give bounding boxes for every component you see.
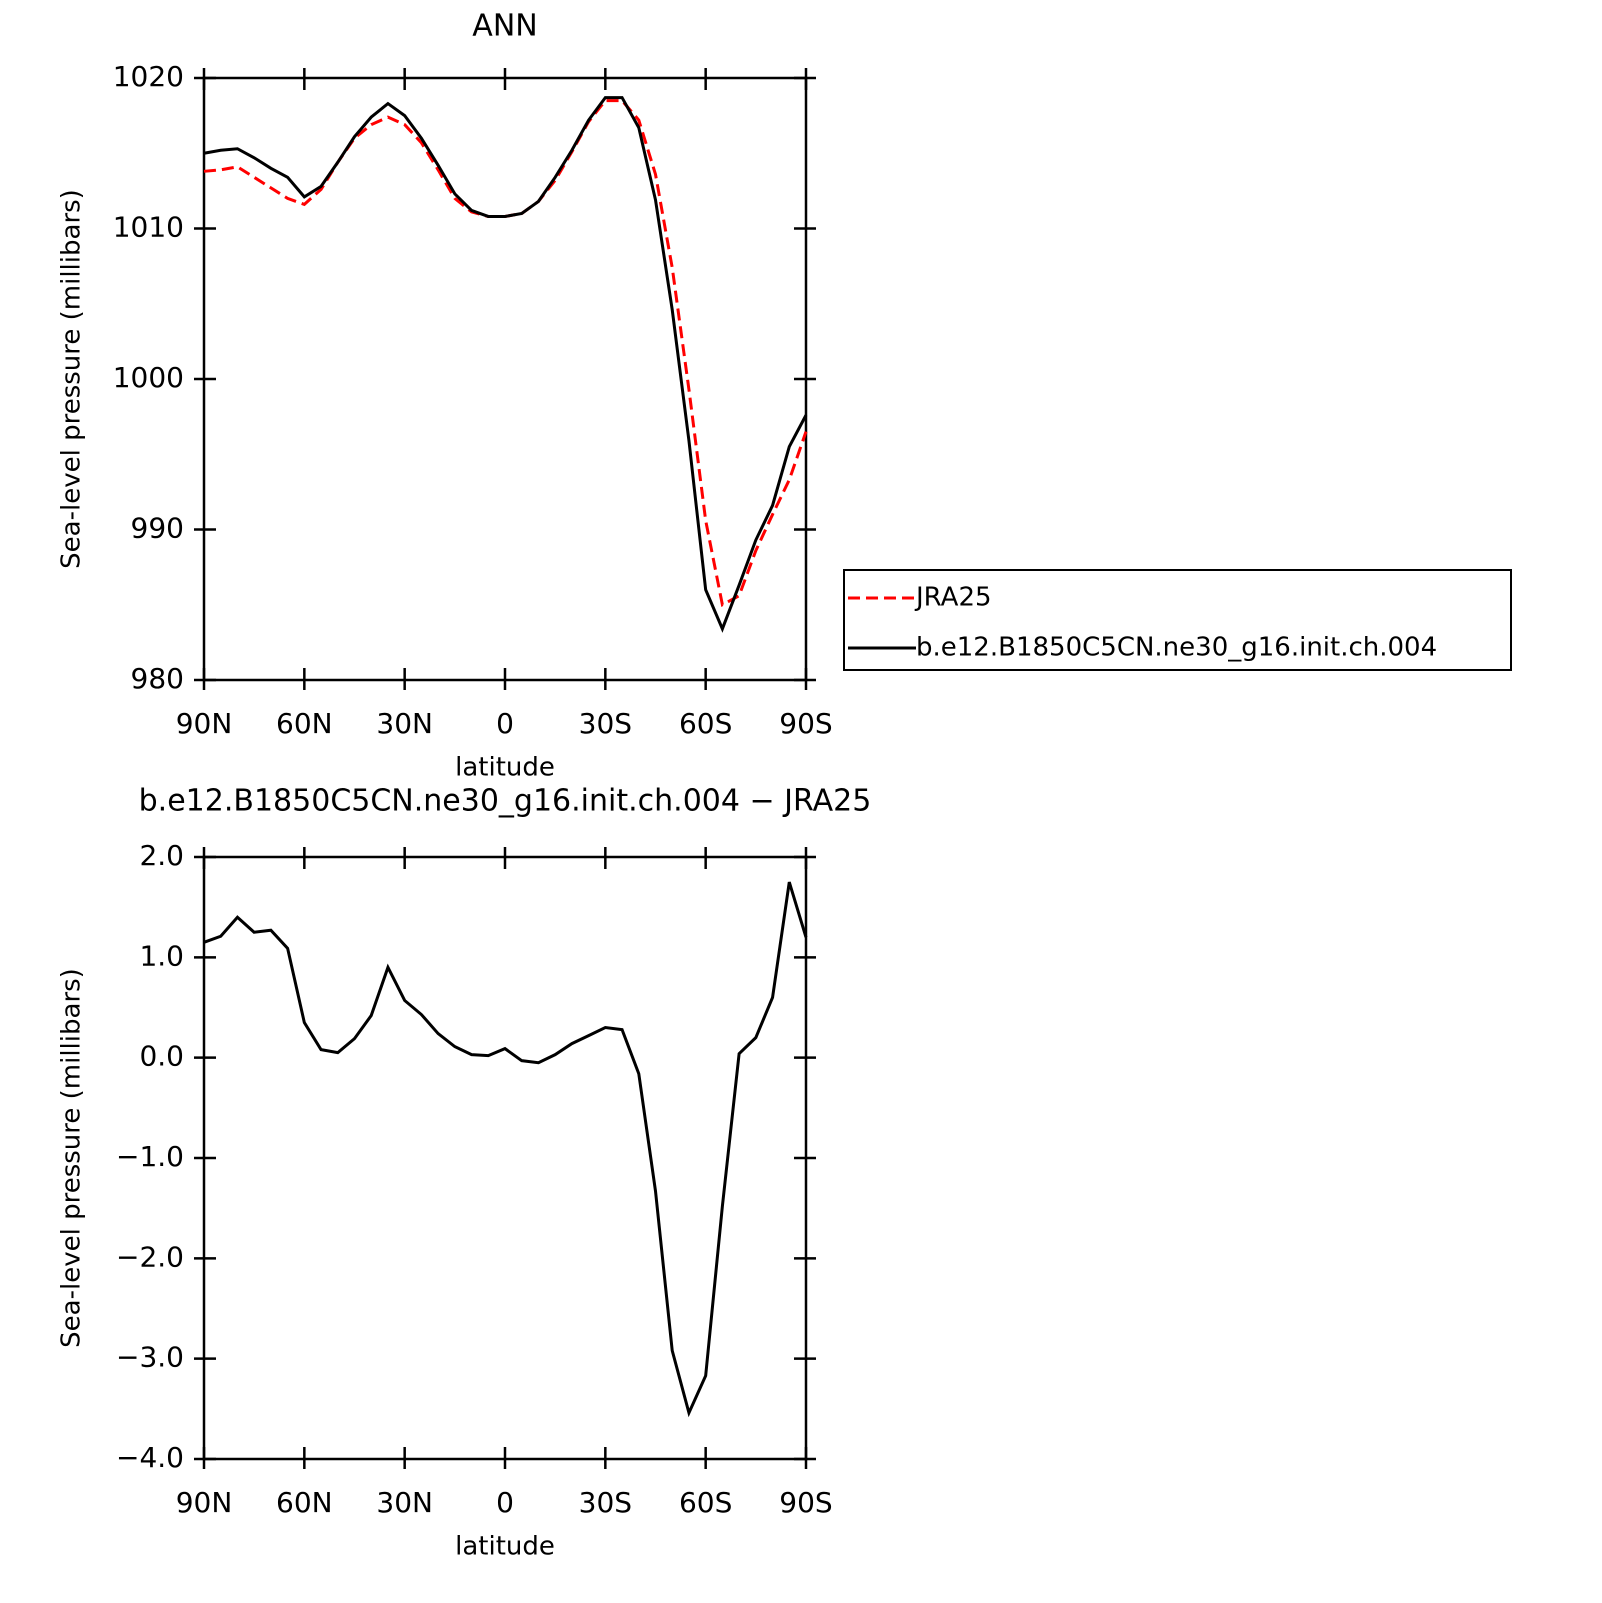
x-tick-label: 30S — [579, 1486, 632, 1519]
x-tick-label: 60S — [679, 707, 732, 740]
y-tick-label: 1.0 — [139, 939, 184, 972]
x-tick-label: 90S — [779, 1486, 832, 1519]
y-tick-label: 2.0 — [139, 839, 184, 872]
x-axis-label: latitude — [455, 1532, 555, 1562]
y-axis-label: Sea-level pressure (millibars) — [57, 189, 87, 569]
x-tick-label: 30S — [579, 707, 632, 740]
x-tick-label: 90S — [779, 707, 832, 740]
plot-frame — [202, 76, 808, 682]
x-tick-label: 60N — [276, 707, 333, 740]
x-tick-label: 0 — [496, 1486, 514, 1519]
y-tick-label: −4.0 — [116, 1441, 184, 1474]
x-tick-label: 90N — [176, 707, 233, 740]
y-axis-label: Sea-level pressure (millibars) — [57, 968, 87, 1348]
data-line — [203, 99, 808, 608]
x-axis-label: latitude — [455, 753, 555, 783]
y-tick-label: 980 — [131, 662, 184, 695]
x-tick-label: 0 — [496, 707, 514, 740]
x-tick-label: 60S — [679, 1486, 732, 1519]
y-tick-label: 1020 — [113, 60, 184, 93]
y-tick-label: 1010 — [113, 211, 184, 244]
x-tick-label: 90N — [176, 1486, 233, 1519]
y-tick-label: 0.0 — [139, 1040, 184, 1073]
x-tick-label: 30N — [376, 1486, 433, 1519]
chart-title: b.e12.B1850C5CN.ne30_g16.init.ch.004 − J… — [139, 784, 872, 819]
data-line — [203, 96, 808, 633]
y-tick-label: −2.0 — [116, 1240, 184, 1273]
y-tick-label: −3.0 — [116, 1341, 184, 1374]
y-tick-label: 990 — [131, 512, 184, 545]
x-tick-label: 30N — [376, 707, 433, 740]
plot-frame — [202, 855, 808, 1461]
y-tick-label: 1000 — [113, 361, 184, 394]
legend-box — [843, 569, 1512, 671]
legend-label: JRA25 — [914, 583, 992, 613]
x-tick-label: 60N — [276, 1486, 333, 1519]
chart-title: ANN — [472, 9, 537, 44]
y-tick-label: −1.0 — [116, 1140, 184, 1173]
data-line — [203, 881, 808, 1418]
legend-label: b.e12.B1850C5CN.ne30_g16.init.ch.004 — [916, 633, 1437, 663]
